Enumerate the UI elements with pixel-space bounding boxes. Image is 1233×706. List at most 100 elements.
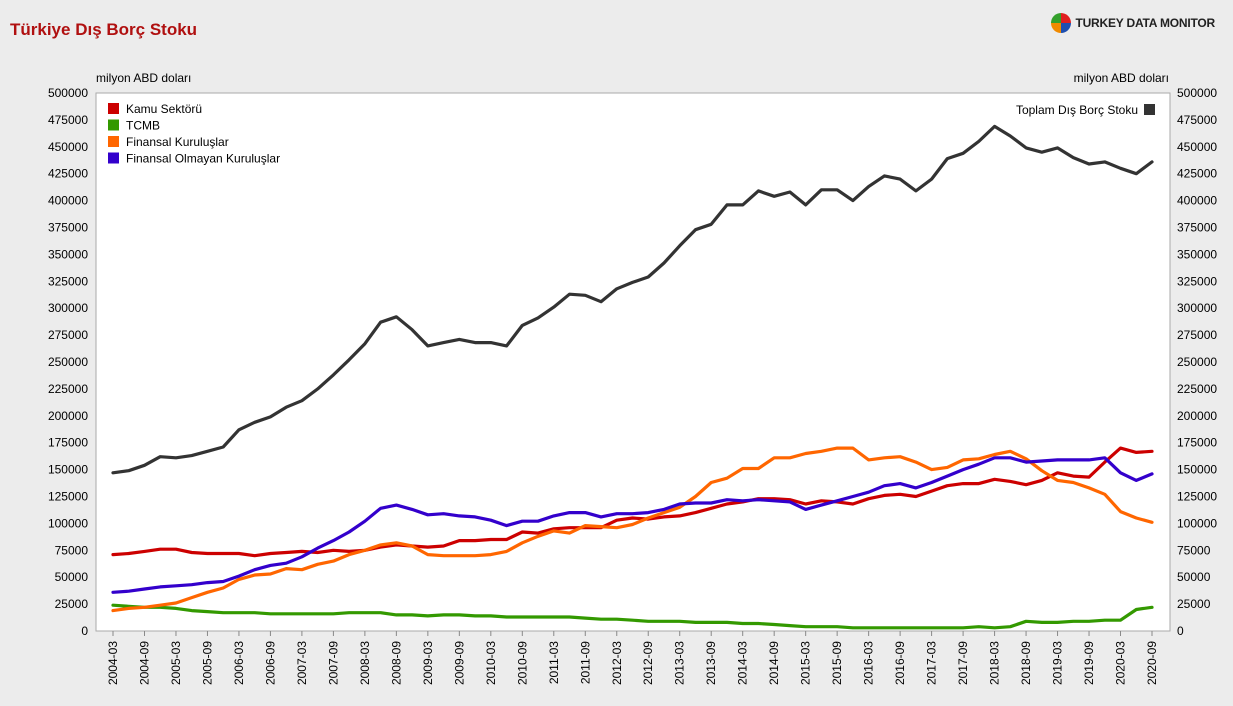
y-tick-label-right: 325000 [1177, 274, 1217, 288]
x-tick-label: 2009-09 [452, 641, 466, 685]
x-tick-label: 2020-03 [1114, 641, 1128, 685]
x-tick-label: 2004-09 [137, 641, 151, 685]
series-line [111, 603, 1154, 630]
y-tick-label-right: 200000 [1177, 409, 1217, 423]
x-tick-label: 2011-09 [578, 641, 592, 684]
logo-slice [1061, 13, 1072, 23]
y-tick-label-right: 125000 [1177, 490, 1217, 504]
y-tick-label-right: 350000 [1177, 247, 1217, 261]
logo-slice [1051, 13, 1062, 23]
x-tick-label: 2019-09 [1082, 641, 1096, 685]
series-line [111, 456, 1154, 594]
y-tick-label-left: 375000 [48, 221, 88, 235]
y-tick-label-left: 350000 [48, 247, 88, 261]
y-tick-label-left: 425000 [48, 167, 88, 181]
x-tick-label: 2009-03 [421, 641, 435, 685]
y-tick-label-right: 75000 [1177, 543, 1211, 557]
y-tick-label-right: 400000 [1177, 194, 1217, 208]
y-tick-label-right: 475000 [1177, 113, 1217, 127]
pie-logo-icon [1051, 13, 1072, 33]
x-tick-label: 2016-09 [893, 641, 907, 685]
x-tick-label: 2016-03 [862, 641, 876, 685]
y-tick-label-right: 0 [1177, 624, 1184, 638]
y-tick-label-right: 225000 [1177, 382, 1217, 396]
y-tick-label-right: 275000 [1177, 328, 1217, 342]
legend-swatch [108, 136, 119, 147]
brand-logo: TURKEY DATA MONITOR [1050, 12, 1215, 34]
logo-slice [1061, 23, 1072, 33]
brand-name: TURKEY DATA MONITOR [1075, 16, 1215, 30]
y-tick-label-left: 100000 [48, 516, 88, 530]
x-tick-label: 2018-09 [1019, 641, 1033, 685]
y-axis-right-unit: milyon ABD doları [1074, 71, 1169, 85]
y-tick-label-right: 175000 [1177, 436, 1217, 450]
y-tick-label-left: 25000 [55, 597, 89, 611]
x-tick-label: 2008-09 [389, 641, 403, 685]
x-tick-label: 2010-09 [515, 641, 529, 685]
y-tick-label-left: 125000 [48, 490, 88, 504]
x-tick-label: 2011-03 [547, 641, 561, 684]
legend-swatch [108, 152, 119, 164]
legend-label: TCMB [126, 119, 160, 133]
legend-swatch [108, 119, 119, 131]
series-line [111, 446, 1154, 558]
y-tick-label-right: 450000 [1177, 140, 1217, 154]
y-tick-label-right: 300000 [1177, 301, 1217, 315]
y-tick-label-left: 200000 [48, 409, 88, 423]
y-tick-label-left: 475000 [48, 113, 88, 127]
legend-label: Toplam Dış Borç Stoku [1016, 103, 1138, 117]
series-lines [111, 124, 1154, 630]
x-tick-label: 2014-09 [767, 641, 781, 685]
legend-swatch [108, 103, 119, 114]
y-tick-label-right: 500000 [1177, 86, 1217, 100]
y-tick-label-left: 275000 [48, 328, 88, 342]
y-tick-label-left: 450000 [48, 140, 88, 154]
y-tick-label-left: 75000 [55, 543, 89, 557]
y-tick-label-right: 25000 [1177, 597, 1211, 611]
legend-label: Finansal Olmayan Kuruluşlar [126, 152, 280, 166]
x-tick-label: 2017-03 [925, 641, 939, 685]
x-tick-label: 2005-09 [200, 641, 214, 685]
x-tick-label: 2014-03 [736, 641, 750, 685]
legend-right: Toplam Dış Borç Stoku [1016, 103, 1155, 117]
x-tick-label: 2010-03 [484, 641, 498, 685]
y-tick-label-left: 0 [81, 624, 88, 638]
y-tick-label-left: 500000 [48, 86, 88, 100]
logo-slice [1051, 23, 1062, 33]
y-tick-label-right: 100000 [1177, 516, 1217, 530]
y-tick-label-left: 150000 [48, 463, 88, 477]
y-tick-label-right: 150000 [1177, 463, 1217, 477]
y-axis-left-unit: milyon ABD doları [96, 71, 191, 85]
y-tick-label-right: 375000 [1177, 221, 1217, 235]
x-tick-label: 2019-03 [1051, 641, 1065, 685]
legend-label: Finansal Kuruluşlar [126, 135, 229, 149]
y-tick-label-left: 175000 [48, 436, 88, 450]
y-tick-label-left: 50000 [55, 570, 89, 584]
x-tick-label: 2017-09 [956, 641, 970, 685]
x-tick-label: 2008-03 [358, 641, 372, 685]
plot-area [95, 92, 1171, 632]
x-axis: 2004-03 2004-09 2005-03 2005-09 2006-03 2006-… [106, 631, 1159, 685]
y-axis-left: 0 25000 50000 75000 100000 125000 150000 175000… [48, 86, 88, 638]
x-tick-label: 2013-03 [673, 641, 687, 685]
x-tick-label: 2015-09 [830, 641, 844, 685]
x-tick-label: 2004-03 [106, 641, 120, 685]
x-tick-label: 2012-09 [641, 641, 655, 685]
x-tick-label: 2012-03 [610, 641, 624, 685]
page-title: Türkiye Dış Borç Stoku [10, 20, 198, 39]
x-tick-label: 2007-09 [326, 641, 340, 685]
y-tick-label-left: 250000 [48, 355, 88, 369]
x-tick-label: 2006-09 [263, 641, 277, 685]
y-tick-label-left: 325000 [48, 274, 88, 288]
y-tick-label-left: 225000 [48, 382, 88, 396]
legend-left: Kamu Sektörü TCMB Finansal Kuruluşlar Finan… [108, 102, 280, 166]
x-tick-label: 2020-09 [1145, 641, 1159, 685]
y-axis-right: 0 25000 50000 75000 100000 125000 150000 175000… [1177, 86, 1217, 638]
y-tick-label-left: 400000 [48, 194, 88, 208]
x-tick-label: 2007-03 [295, 641, 309, 685]
series-line [111, 124, 1154, 475]
x-tick-label: 2013-09 [704, 641, 718, 685]
legend-label: Kamu Sektörü [126, 102, 202, 116]
series-line [111, 446, 1154, 613]
